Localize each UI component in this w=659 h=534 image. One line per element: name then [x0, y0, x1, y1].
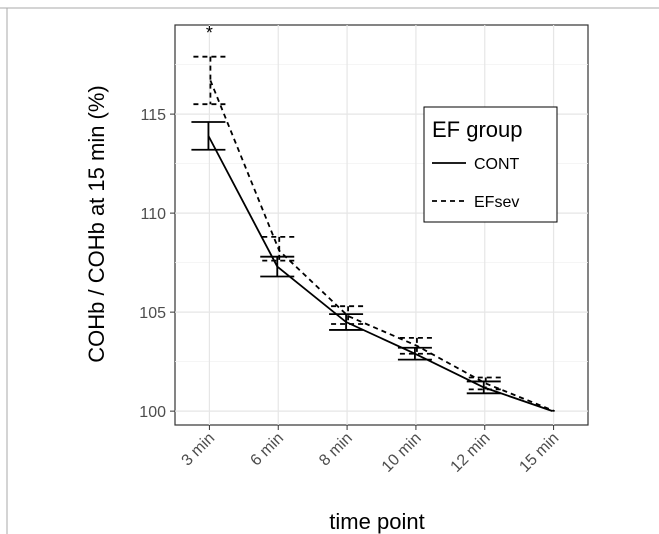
- legend-title: EF group: [432, 117, 523, 142]
- significance-marker: *: [206, 23, 213, 43]
- legend: EF group CONT EFsev: [423, 106, 558, 223]
- error-bar: [468, 376, 503, 391]
- series-line-cont: [207, 135, 553, 412]
- x-axis-title: time point: [329, 509, 424, 534]
- y-axis-title: COHb / COHb at 15 min (%): [84, 85, 109, 363]
- error-bar: [397, 346, 432, 361]
- error-bar: [193, 55, 228, 106]
- x-ticks: 3 min 6 min 8 min 10 min 12 min 15 min: [179, 425, 562, 476]
- y-tick-label: 105: [139, 305, 166, 322]
- error-bar: [262, 235, 297, 262]
- x-tick-label: 12 min: [448, 430, 494, 476]
- x-tick-label: 8 min: [316, 430, 356, 470]
- x-tick-label: 15 min: [516, 430, 562, 476]
- legend-label-efsev: EFsev: [474, 194, 519, 211]
- y-tick-label: 100: [139, 404, 166, 421]
- error-bar: [466, 380, 501, 395]
- series-line-efsev: [209, 80, 555, 412]
- y-ticks: 100 105 110 115: [139, 107, 175, 421]
- error-bar: [191, 121, 226, 151]
- y-tick-label: 115: [140, 107, 166, 124]
- x-tick-label: 6 min: [247, 430, 287, 470]
- error-bar: [329, 313, 364, 331]
- series: [191, 55, 555, 412]
- x-tick-label: 10 min: [379, 430, 425, 476]
- error-bar: [260, 255, 295, 278]
- error-bar: [331, 305, 366, 325]
- plot-panel: [174, 24, 589, 426]
- legend-box: [423, 106, 558, 223]
- legend-label-cont: CONT: [474, 156, 520, 173]
- y-tick-label: 110: [140, 206, 166, 223]
- annotations: *: [206, 23, 213, 43]
- grid-minor: [175, 64, 588, 363]
- x-tick-label: 3 min: [179, 430, 219, 470]
- error-bar: [399, 336, 434, 355]
